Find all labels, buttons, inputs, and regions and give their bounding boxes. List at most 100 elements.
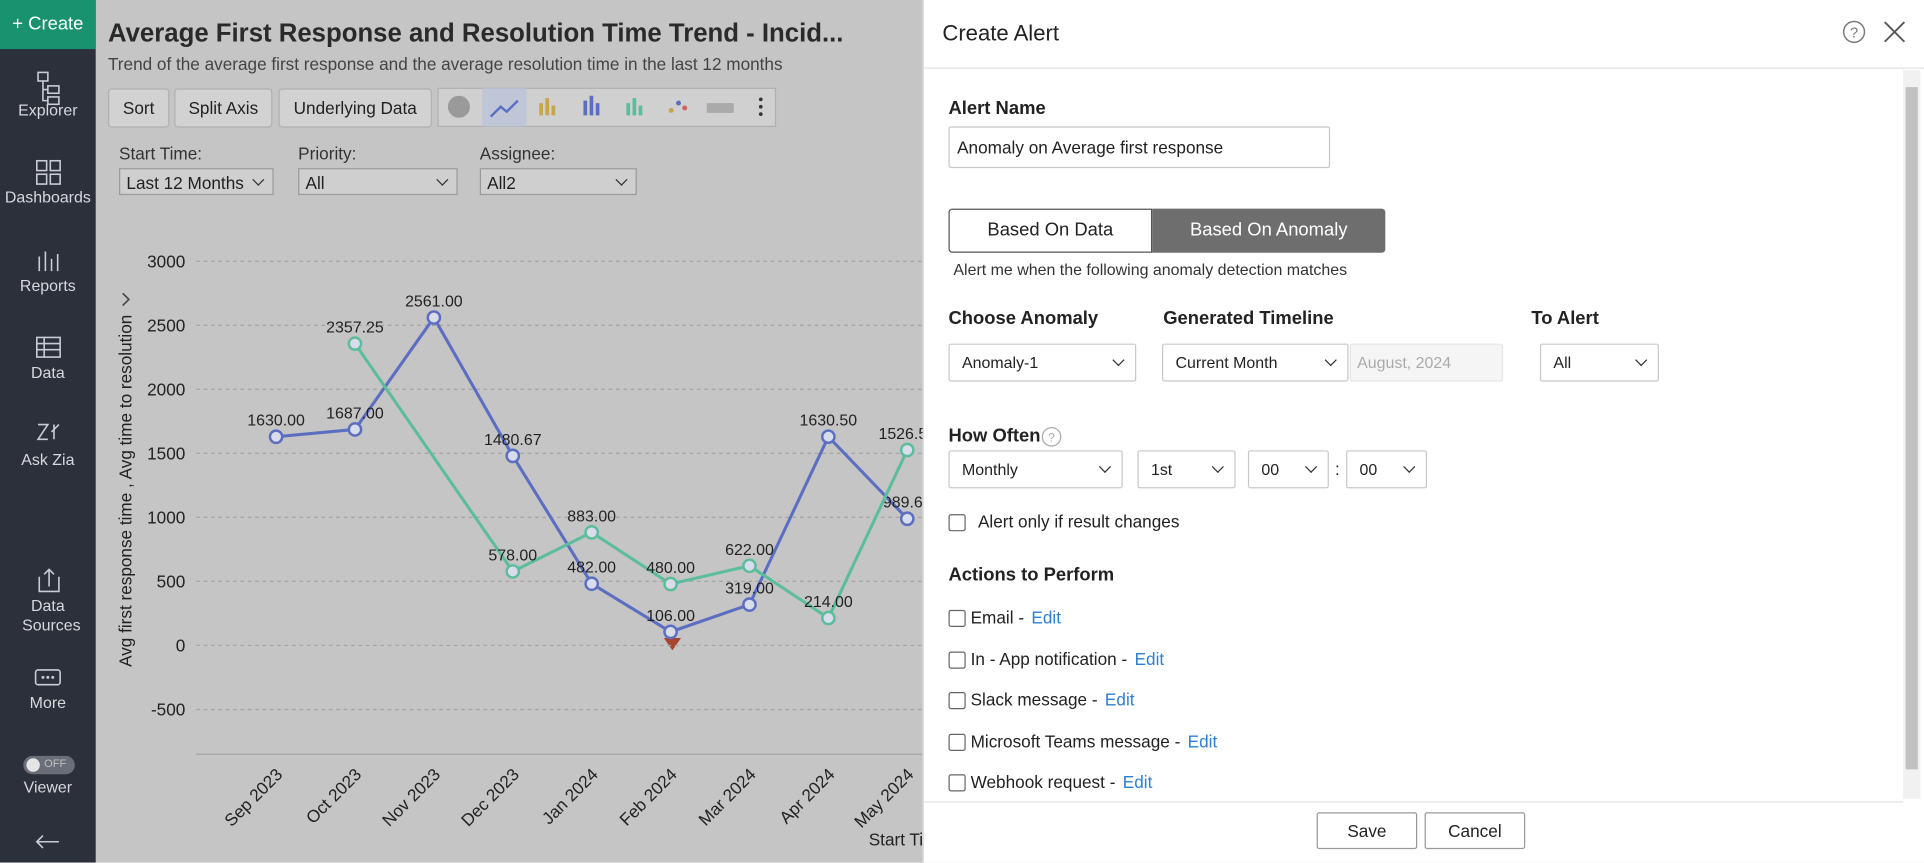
save-button[interactable]: Save	[1316, 812, 1418, 850]
action-label: Microsoft Teams message -	[970, 731, 1181, 751]
report-subtitle: Trend of the average first response and …	[108, 54, 783, 74]
value-label: 2357.25	[326, 320, 384, 337]
value-label: 482.00	[567, 560, 616, 577]
minute-select[interactable]: 00	[1346, 450, 1428, 489]
edit-link[interactable]: Edit	[1104, 689, 1135, 710]
nav-reports[interactable]: Reports	[19, 276, 76, 295]
edit-link[interactable]: Edit	[1134, 648, 1165, 669]
section-label: Actions to Perform	[948, 564, 1115, 586]
filter-select[interactable]: All2	[479, 168, 637, 196]
checkbox[interactable]	[948, 774, 966, 792]
y-tick-label: 1500	[147, 444, 185, 464]
timeline-select[interactable]: Current Month	[1162, 343, 1349, 382]
y-tick-label: 500	[157, 572, 186, 592]
value-label: 319.00	[725, 581, 774, 598]
action-row: Email - Edit	[971, 607, 1061, 627]
field-label: How Often	[948, 425, 1041, 447]
create-label: Create	[28, 13, 84, 35]
checkbox[interactable]	[948, 651, 966, 669]
nav-dashboards[interactable]: Dashboards	[4, 187, 91, 207]
tab-based-on-data[interactable]: Based On Data	[948, 208, 1153, 253]
select-value: Current Month	[1175, 353, 1278, 372]
expand-icon[interactable]	[122, 292, 130, 307]
point	[347, 336, 363, 352]
nav-data-sources[interactable]: Data Sources	[22, 596, 81, 635]
point	[899, 442, 915, 458]
action-label: Webhook request -	[970, 772, 1116, 792]
tab-based-on-anomaly[interactable]: Based On Anomaly	[1152, 208, 1386, 253]
checkbox[interactable]	[948, 692, 966, 710]
point	[347, 422, 363, 437]
filter-select[interactable]: Last 12 Months	[119, 168, 274, 196]
field-label: Generated Timeline	[1163, 307, 1334, 329]
point	[742, 597, 757, 612]
x-tick-label: May 2024	[850, 764, 918, 832]
to-alert-select[interactable]: All	[1539, 343, 1659, 382]
x-tick-label: Mar 2024	[694, 764, 760, 830]
point	[584, 576, 600, 592]
nav-data[interactable]: Data	[31, 363, 65, 382]
divider	[923, 67, 1924, 69]
checkbox[interactable]	[948, 609, 966, 628]
select-value: 1st	[1150, 460, 1173, 479]
svg-text:?: ?	[1850, 25, 1858, 41]
nav-more[interactable]: More	[29, 693, 67, 712]
sidebar: + Create Explorer Dashboards Reports Dat…	[0, 0, 96, 863]
value-label: 106.00	[646, 608, 695, 625]
underlying-data-button[interactable]: Underlying Data	[278, 88, 432, 128]
y-tick-label: 0	[176, 636, 186, 656]
filter-select[interactable]: All	[298, 168, 458, 196]
line-segment	[353, 316, 436, 431]
hour-select[interactable]: 00	[1247, 450, 1329, 489]
action-row: In - App notification - Edit	[971, 649, 1165, 669]
line-segment	[826, 449, 909, 619]
dialog-controls[interactable]: ?	[1842, 20, 1916, 47]
help-icon[interactable]: ?	[1041, 426, 1063, 448]
toggle-state[interactable]: OFF	[44, 757, 67, 770]
edit-link[interactable]: Edit	[1031, 607, 1062, 628]
create-alert-dialog: Create Alert ? Alert Name Anomaly on Ave…	[922, 0, 1924, 863]
value-label: 1526.50	[878, 426, 936, 443]
point	[426, 310, 442, 325]
action-row: Microsoft Teams message - Edit	[971, 731, 1218, 751]
nav-explorer[interactable]: Explorer	[18, 100, 78, 120]
select-value: Anomaly-1	[961, 353, 1039, 372]
value-label: 1630.00	[247, 413, 305, 430]
line-segment	[748, 436, 830, 606]
anomaly-select[interactable]: Anomaly-1	[948, 343, 1137, 382]
checkbox[interactable]	[948, 514, 966, 532]
line-segment	[827, 435, 909, 520]
line-segment	[275, 427, 356, 439]
edit-link[interactable]: Edit	[1187, 731, 1218, 751]
chart-type-icons[interactable]	[437, 87, 777, 127]
filter-label: Assignee:	[479, 143, 556, 164]
create-button[interactable]: + Create	[0, 0, 96, 50]
y-tick-label: 2000	[147, 380, 185, 400]
divider	[923, 801, 1904, 803]
action-row: Slack message - Edit	[971, 690, 1135, 710]
alert-name-input[interactable]: Anomaly on Average first response	[948, 126, 1331, 169]
field-label: To Alert	[1531, 307, 1599, 329]
edit-link[interactable]: Edit	[1122, 772, 1153, 792]
point	[742, 558, 757, 574]
frequency-select[interactable]: Monthly	[948, 450, 1123, 489]
cancel-button[interactable]: Cancel	[1424, 812, 1526, 850]
field-label: Alert Name	[948, 98, 1046, 120]
day-select[interactable]: 1st	[1137, 450, 1236, 489]
filter-value: All	[305, 173, 325, 193]
line-segment	[590, 531, 672, 586]
sort-button[interactable]: Sort	[107, 88, 170, 128]
y-axis-label: Avg first response time , Avg time to re…	[115, 315, 135, 667]
value-label: 989.60	[883, 495, 932, 512]
split-axis-button[interactable]: Split Axis	[174, 88, 273, 128]
select-value: All	[1553, 353, 1572, 372]
point	[821, 429, 836, 445]
y-tick-label: 3000	[147, 251, 185, 271]
checkbox[interactable]	[948, 733, 966, 751]
action-label: Slack message -	[970, 689, 1098, 710]
nav-ask-zia[interactable]: Ask Zia	[21, 450, 75, 469]
scrollbar[interactable]	[1903, 69, 1921, 799]
select-value: 00	[1359, 460, 1378, 479]
